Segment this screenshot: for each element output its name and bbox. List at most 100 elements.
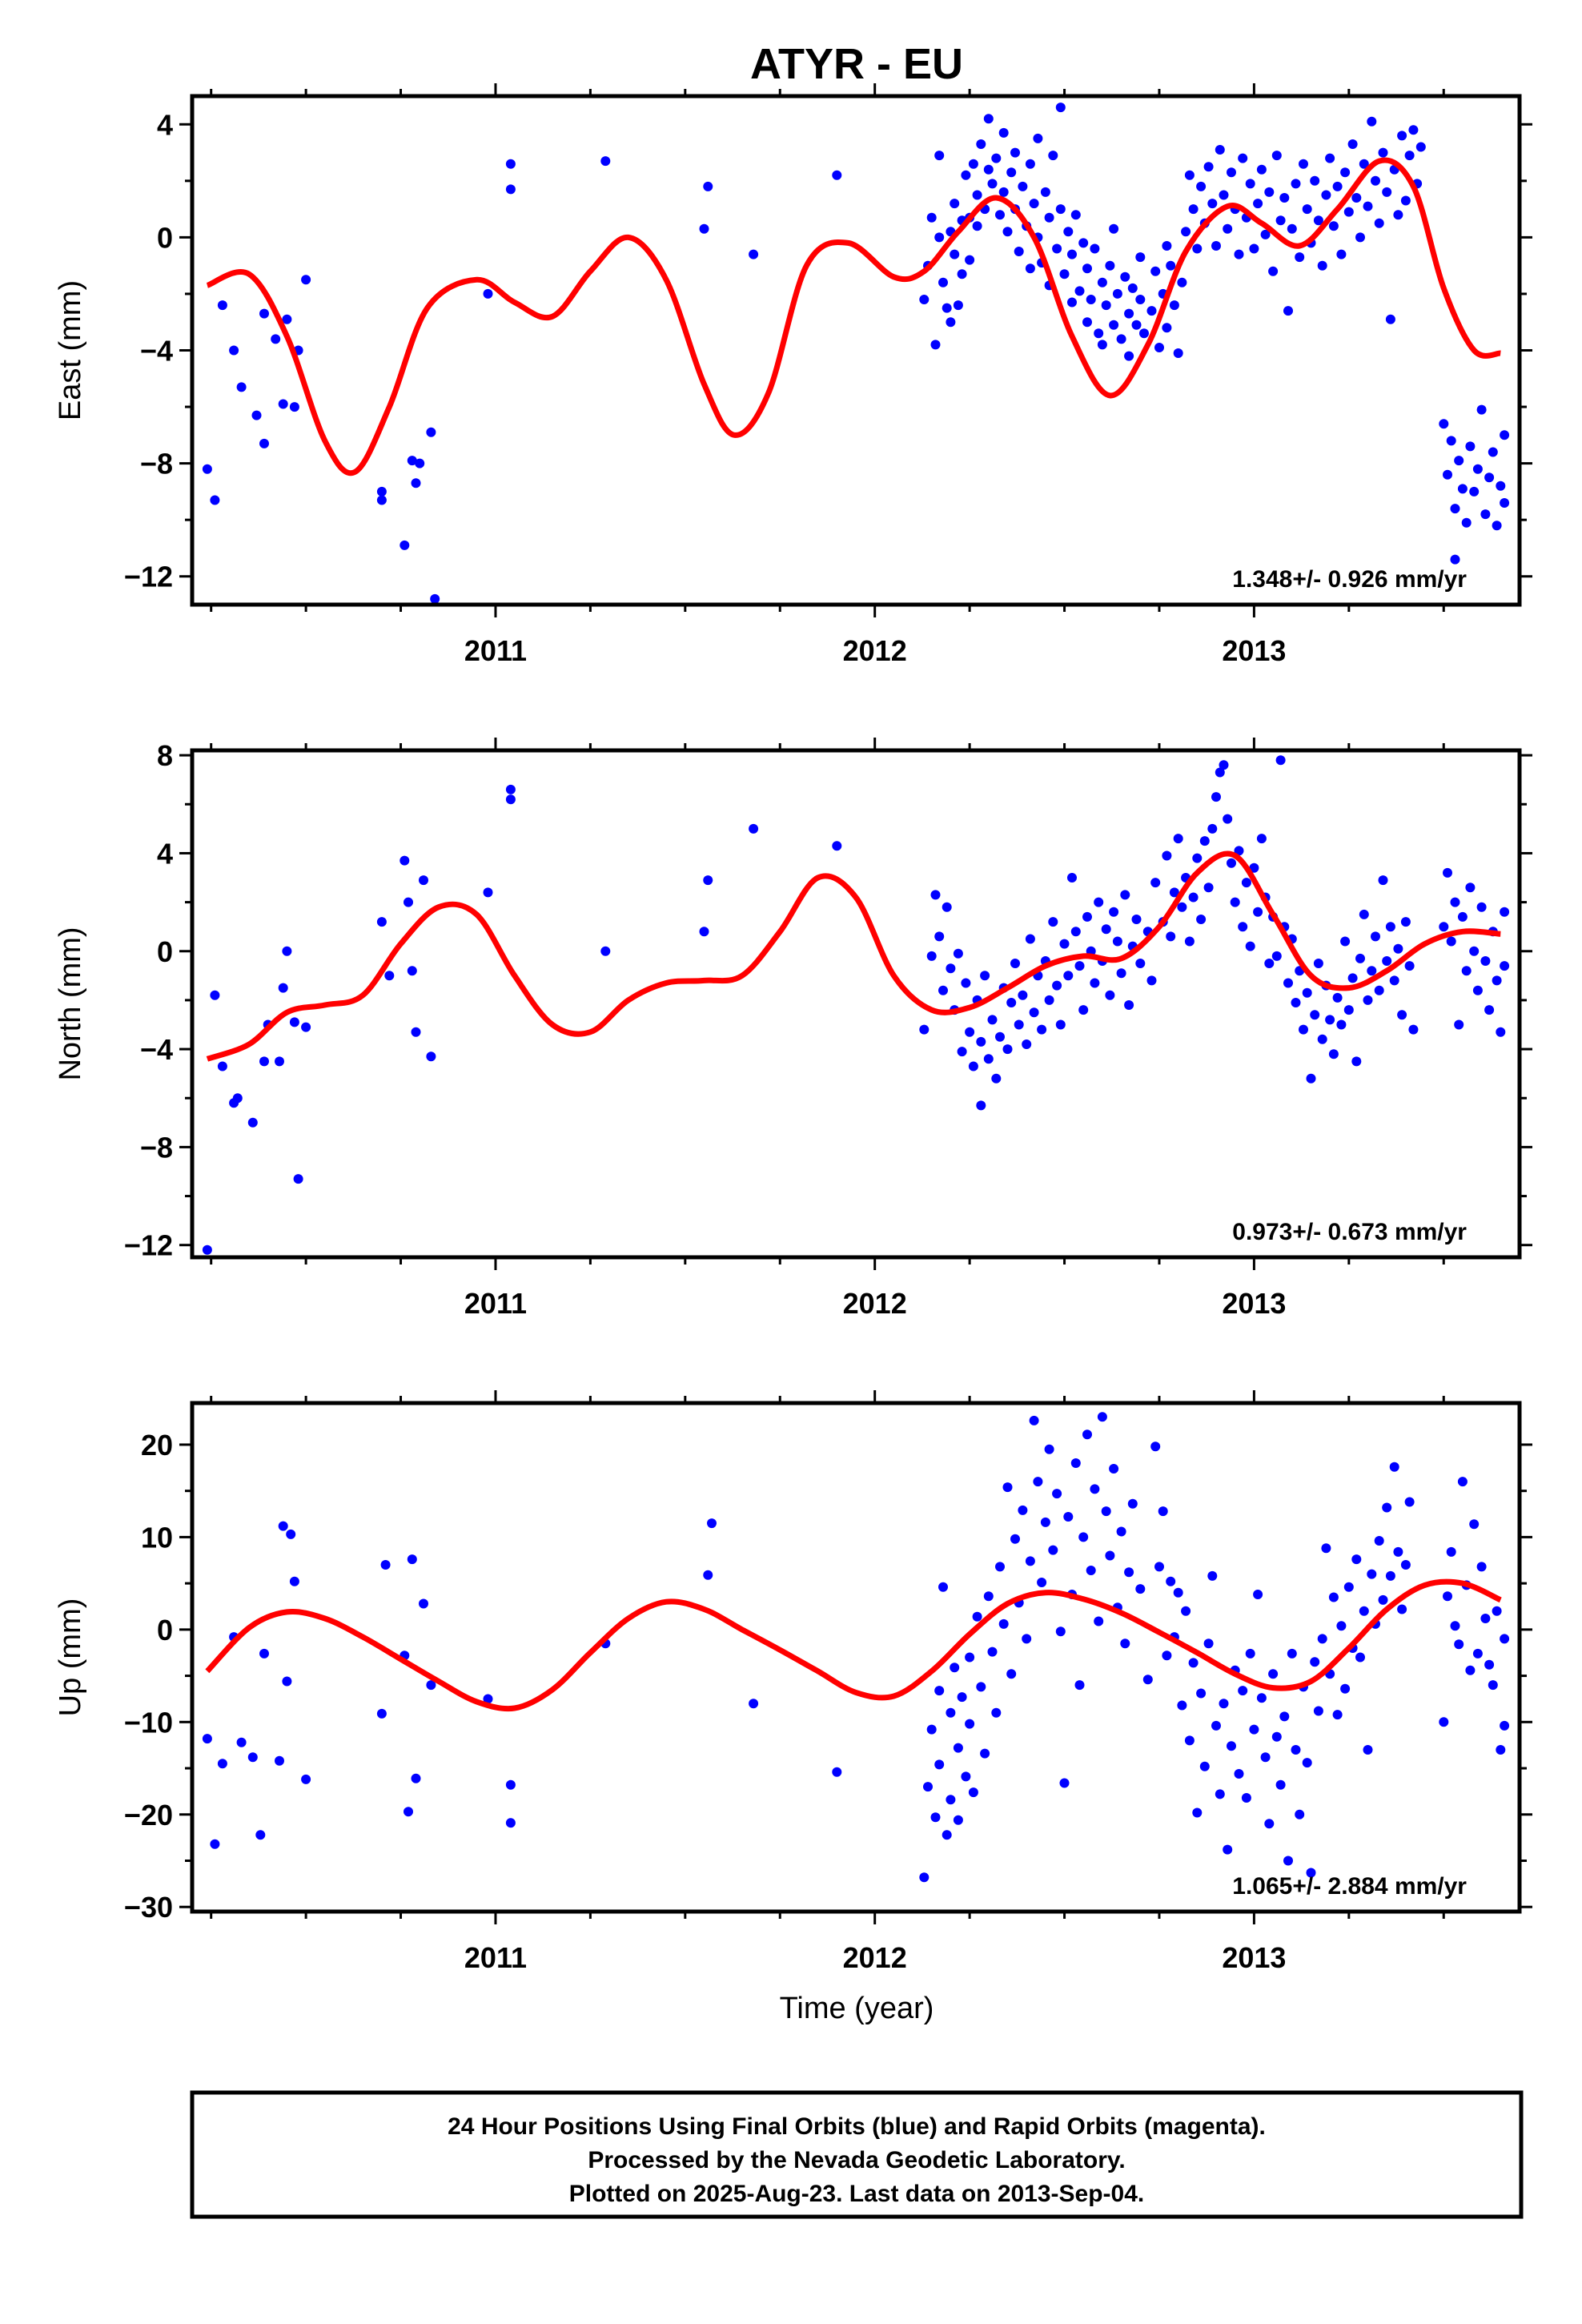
north-y-tick-label: 4	[157, 837, 173, 870]
east-data-point	[483, 288, 493, 299]
east-data-point	[1450, 554, 1460, 565]
north-data-point	[1245, 941, 1255, 951]
up-data-point	[950, 1663, 960, 1673]
up-data-point	[934, 1759, 945, 1770]
east-data-point	[1162, 241, 1172, 251]
east-data-point	[1461, 517, 1472, 528]
east-data-point	[505, 159, 516, 169]
up-data-point	[946, 1707, 956, 1718]
north-data-point	[1025, 934, 1035, 944]
up-data-point	[1192, 1807, 1203, 1818]
north-data-point	[1238, 922, 1248, 932]
north-data-point	[1090, 978, 1100, 988]
up-plot-frame	[190, 1401, 1522, 1914]
east-rate-label: 1.348+/- 0.926 mm/yr	[1232, 566, 1467, 593]
north-data-point	[1037, 1024, 1047, 1035]
north-data-point	[1082, 911, 1092, 922]
east-data-point	[1355, 232, 1365, 243]
up-y-tick-label: −10	[124, 1706, 173, 1739]
up-data-point	[1150, 1441, 1161, 1452]
north-data-point	[1393, 943, 1403, 954]
east-data-point	[1264, 187, 1275, 197]
up-data-point	[301, 1774, 311, 1784]
north-x-tick-label: 2013	[1222, 1287, 1286, 1320]
east-data-point	[1105, 260, 1115, 271]
up-data-point	[1443, 1591, 1452, 1602]
north-data-point	[1457, 911, 1468, 922]
east-data-point	[1400, 195, 1411, 206]
east-data-point	[376, 495, 387, 505]
north-data-point	[1215, 767, 1225, 778]
east-data-point	[1446, 436, 1456, 446]
up-data-point	[1355, 1652, 1365, 1663]
north-data-point	[1124, 1000, 1134, 1010]
up-data-point	[1120, 1638, 1130, 1649]
east-y-tick-label: −4	[140, 335, 173, 368]
east-data-point	[1325, 153, 1335, 163]
east-data-point	[987, 179, 998, 189]
up-data-point	[1048, 1545, 1058, 1555]
up-data-point	[1052, 1489, 1062, 1499]
up-data-point	[1029, 1415, 1039, 1425]
up-data-point	[987, 1647, 998, 1657]
up-data-point	[1306, 1868, 1316, 1878]
east-data-point	[1169, 300, 1179, 311]
up-data-point	[1094, 1616, 1104, 1626]
north-data-point	[282, 946, 292, 956]
up-data-point	[1124, 1567, 1134, 1578]
east-data-point	[282, 314, 292, 324]
up-data-point	[1116, 1526, 1126, 1537]
north-data-point	[1496, 1027, 1506, 1037]
east-y-tick-label: 0	[157, 221, 173, 254]
up-data-point	[1279, 1711, 1290, 1722]
up-data-point	[404, 1807, 413, 1817]
north-data-layer	[202, 755, 1510, 1255]
east-data-point	[1002, 227, 1013, 237]
north-data-point	[1385, 922, 1395, 932]
up-data-point	[1472, 1648, 1483, 1659]
east-data-point	[1271, 151, 1282, 161]
east-data-point	[415, 458, 425, 468]
up-data-point	[407, 1554, 417, 1565]
north-data-point	[1355, 953, 1365, 963]
north-data-point	[1443, 867, 1452, 878]
up-data-point	[1283, 1856, 1293, 1866]
east-data-point	[1295, 252, 1305, 263]
east-data-point	[1260, 229, 1271, 239]
east-data-point	[1059, 269, 1070, 279]
north-data-point	[293, 1174, 303, 1184]
east-data-point	[259, 438, 269, 448]
east-data-point	[998, 187, 1009, 197]
north-data-point	[1317, 1034, 1327, 1044]
north-data-point	[376, 917, 387, 927]
up-data-point	[1439, 1717, 1449, 1727]
up-data-point	[289, 1576, 299, 1586]
up-data-point	[210, 1839, 220, 1849]
east-data-point	[1055, 103, 1066, 113]
east-data-point	[1492, 521, 1502, 531]
up-data-layer	[202, 1412, 1510, 1883]
east-data-point	[1052, 243, 1062, 254]
north-data-point	[1162, 850, 1172, 861]
east-data-point	[1025, 159, 1035, 169]
north-data-point	[404, 897, 413, 907]
east-data-point	[1302, 204, 1312, 215]
north-data-point	[995, 1031, 1005, 1042]
east-data-point	[1268, 266, 1279, 276]
east-data-point	[1192, 243, 1203, 254]
east-data-point	[1469, 486, 1480, 497]
north-x-tick-label: 2012	[843, 1287, 907, 1320]
up-data-point	[236, 1737, 247, 1747]
east-data-point	[942, 303, 952, 313]
north-data-point	[1150, 878, 1161, 888]
up-y-tick-label: −20	[124, 1799, 173, 1831]
east-data-point	[1367, 116, 1377, 127]
east-data-point	[1040, 187, 1050, 197]
east-data-point	[983, 114, 994, 124]
north-data-point	[1264, 959, 1275, 968]
north-data-point	[968, 1061, 978, 1072]
east-data-point	[229, 345, 239, 356]
up-data-point	[217, 1759, 227, 1769]
east-data-point	[1457, 484, 1468, 494]
east-data-point	[1211, 241, 1221, 251]
